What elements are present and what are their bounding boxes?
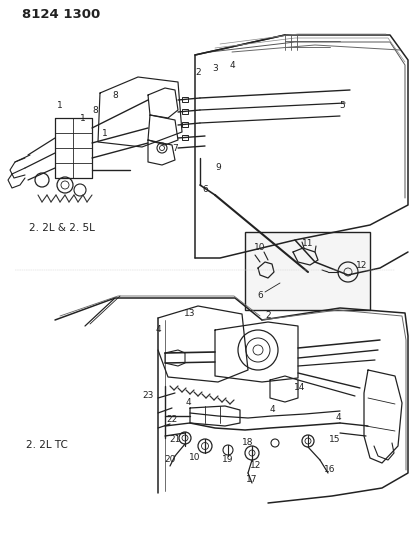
Text: 10: 10 <box>254 244 265 253</box>
Text: 16: 16 <box>324 465 335 474</box>
Text: 11: 11 <box>301 238 313 247</box>
Bar <box>245 232 369 310</box>
Text: 2: 2 <box>195 68 200 77</box>
Text: 15: 15 <box>328 435 340 445</box>
Text: 14: 14 <box>294 384 305 392</box>
Text: 2. 2L & 2. 5L: 2. 2L & 2. 5L <box>29 223 95 233</box>
Text: 2: 2 <box>265 311 270 320</box>
Bar <box>182 109 188 114</box>
Text: 2. 2L TC: 2. 2L TC <box>26 440 68 450</box>
Bar <box>182 97 188 102</box>
Text: 1: 1 <box>102 128 108 138</box>
Text: 8124 1300: 8124 1300 <box>22 7 100 20</box>
Text: 4: 4 <box>335 414 340 423</box>
Text: 6: 6 <box>202 185 207 195</box>
Text: 19: 19 <box>222 456 233 464</box>
Text: 18: 18 <box>242 439 253 448</box>
Text: 6: 6 <box>256 290 262 300</box>
Text: 12: 12 <box>250 462 261 471</box>
Text: 5: 5 <box>338 101 344 109</box>
Text: 4: 4 <box>269 406 274 415</box>
Text: 4: 4 <box>155 326 160 335</box>
Text: 7: 7 <box>172 143 178 152</box>
Text: 23: 23 <box>142 392 153 400</box>
Bar <box>182 122 188 127</box>
Text: 3: 3 <box>211 63 217 72</box>
Text: 13: 13 <box>184 309 195 318</box>
Text: 20: 20 <box>164 456 175 464</box>
Bar <box>182 135 188 140</box>
Text: 10: 10 <box>189 454 200 463</box>
Text: 8: 8 <box>92 106 98 115</box>
Text: 21: 21 <box>169 435 180 445</box>
Text: 8: 8 <box>112 91 118 100</box>
Text: 4: 4 <box>229 61 234 69</box>
Text: 17: 17 <box>246 475 257 484</box>
Text: 1: 1 <box>80 114 85 123</box>
Text: 9: 9 <box>215 164 220 173</box>
Text: 12: 12 <box>355 262 367 271</box>
Text: 4: 4 <box>185 399 190 408</box>
Text: 22: 22 <box>166 416 177 424</box>
Text: 1: 1 <box>57 101 63 109</box>
